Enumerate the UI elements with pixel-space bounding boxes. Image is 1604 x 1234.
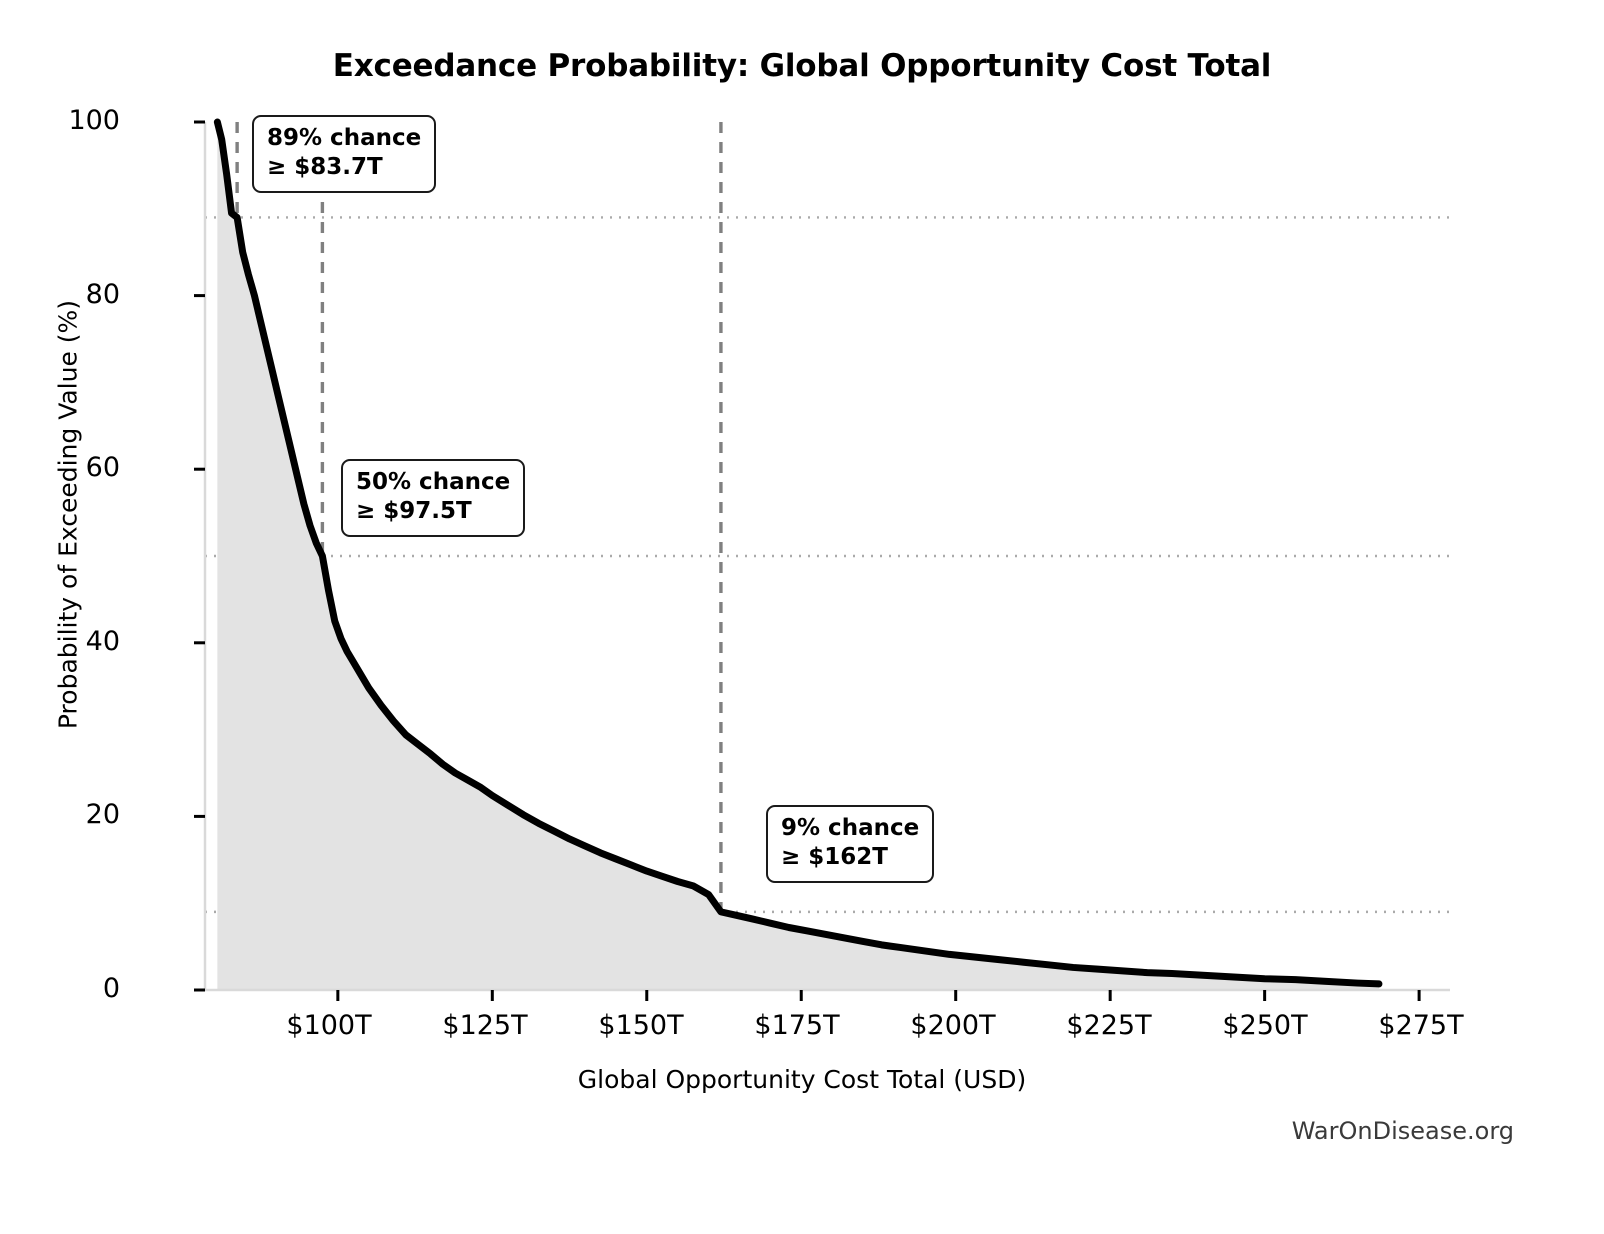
area-fill bbox=[217, 122, 1379, 990]
annotation-50-line1: 50% chance bbox=[356, 469, 511, 495]
y-tick-label: 100 bbox=[68, 105, 120, 136]
x-tick-label: $175T bbox=[754, 1010, 840, 1041]
annotation-89-line1: 89% chance bbox=[267, 125, 422, 151]
x-tick-label: $275T bbox=[1378, 1010, 1464, 1041]
exceedance-curve bbox=[213, 118, 1383, 988]
annotation-89: 89% chance ≥ $83.7T bbox=[252, 115, 437, 193]
chart-title: Exceedance Probability: Global Opportuni… bbox=[332, 48, 1272, 84]
annotation-50: 50% chance ≥ $97.5T bbox=[341, 459, 526, 537]
y-tick-label: 40 bbox=[85, 626, 120, 657]
x-tick-label: $100T bbox=[286, 1010, 372, 1041]
annotation-50-line2: ≥ $97.5T bbox=[356, 498, 472, 525]
x-tick-label: $225T bbox=[1066, 1010, 1152, 1041]
axis-spines bbox=[203, 122, 1450, 992]
annotation-89-line2: ≥ $83.7T bbox=[267, 154, 383, 181]
y-tick-label: 60 bbox=[85, 452, 120, 483]
axis-tick-marks bbox=[194, 120, 1421, 1001]
annotation-9-line2: ≥ $162T bbox=[781, 844, 888, 871]
x-tick-label: $125T bbox=[442, 1010, 528, 1041]
watermark: WarOnDisease.org bbox=[1291, 1117, 1514, 1145]
x-tick-label: $150T bbox=[598, 1010, 684, 1041]
x-axis-label: Global Opportunity Cost Total (USD) bbox=[577, 1065, 1027, 1094]
y-tick-label: 80 bbox=[85, 279, 120, 310]
annotation-9: 9% chance ≥ $162T bbox=[766, 805, 935, 883]
x-tick-label: $200T bbox=[910, 1010, 996, 1041]
y-tick-label: 0 bbox=[102, 973, 120, 1004]
x-tick-label: $250T bbox=[1222, 1010, 1308, 1041]
y-tick-label: 20 bbox=[85, 799, 120, 830]
annotation-9-line1: 9% chance bbox=[781, 815, 920, 841]
